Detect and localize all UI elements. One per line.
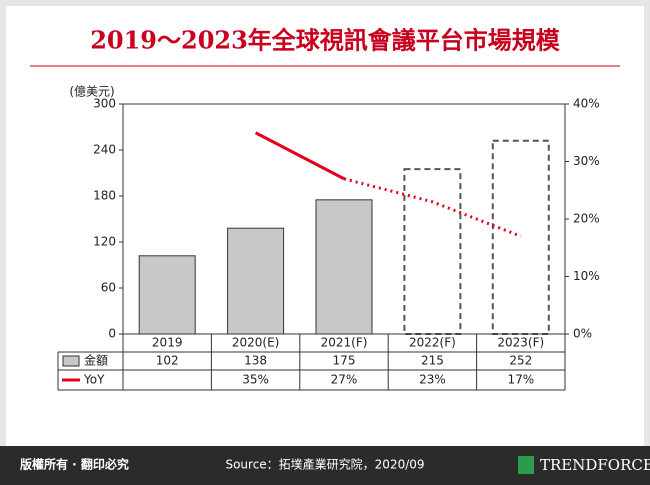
y2-tick-label: 10% (573, 269, 600, 283)
footer-source: Source：拓墣產業研究院，2020/09 (225, 457, 424, 472)
y-tick-label: 240 (93, 143, 116, 157)
footer-bar (0, 446, 650, 485)
x-tick-label: 2020(E) (232, 336, 279, 350)
table-value: 138 (244, 354, 267, 368)
table-value: 175 (333, 354, 356, 368)
x-tick-label: 2021(F) (321, 336, 368, 350)
table-value: 215 (421, 354, 444, 368)
y2-tick-label: 0% (573, 327, 592, 341)
bar (315, 199, 373, 335)
y-tick-label: 180 (93, 189, 116, 203)
bar (138, 255, 196, 335)
yoy-line-forecast (343, 177, 522, 238)
y2-tick-label: 40% (573, 97, 600, 111)
x-tick-label: 2023(F) (497, 336, 544, 350)
table-value: 27% (331, 373, 358, 387)
footer-rights: 版權所有 · 翻印必究 (20, 457, 129, 472)
table-value: 23% (419, 373, 446, 387)
yoy-line (254, 131, 345, 181)
y2-tick-label: 30% (573, 154, 600, 168)
bar (491, 139, 550, 335)
legend-label: 金額 (84, 353, 108, 368)
x-tick-label: 2022(F) (409, 336, 456, 350)
table-value: 17% (507, 373, 534, 387)
chart-title: 2019～2023年全球視訊會議平台市場規模 (90, 26, 561, 55)
y-tick-label: 60 (101, 281, 116, 295)
y-tick-label: 300 (93, 97, 116, 111)
y-axis-label: (億美元) (69, 85, 114, 99)
table-value: 252 (509, 354, 532, 368)
footer-logo: TRENDFORCE (540, 456, 650, 474)
legend-label: YoY (83, 373, 105, 387)
y-tick-label: 0 (108, 327, 116, 341)
bar (227, 227, 285, 335)
x-tick-label: 2019 (152, 336, 183, 350)
table-value: 102 (156, 354, 179, 368)
legend-swatch (62, 355, 80, 367)
y-tick-label: 120 (93, 235, 116, 249)
y2-tick-label: 20% (573, 212, 600, 226)
table-value: 35% (242, 373, 269, 387)
logo-icon (518, 456, 534, 474)
